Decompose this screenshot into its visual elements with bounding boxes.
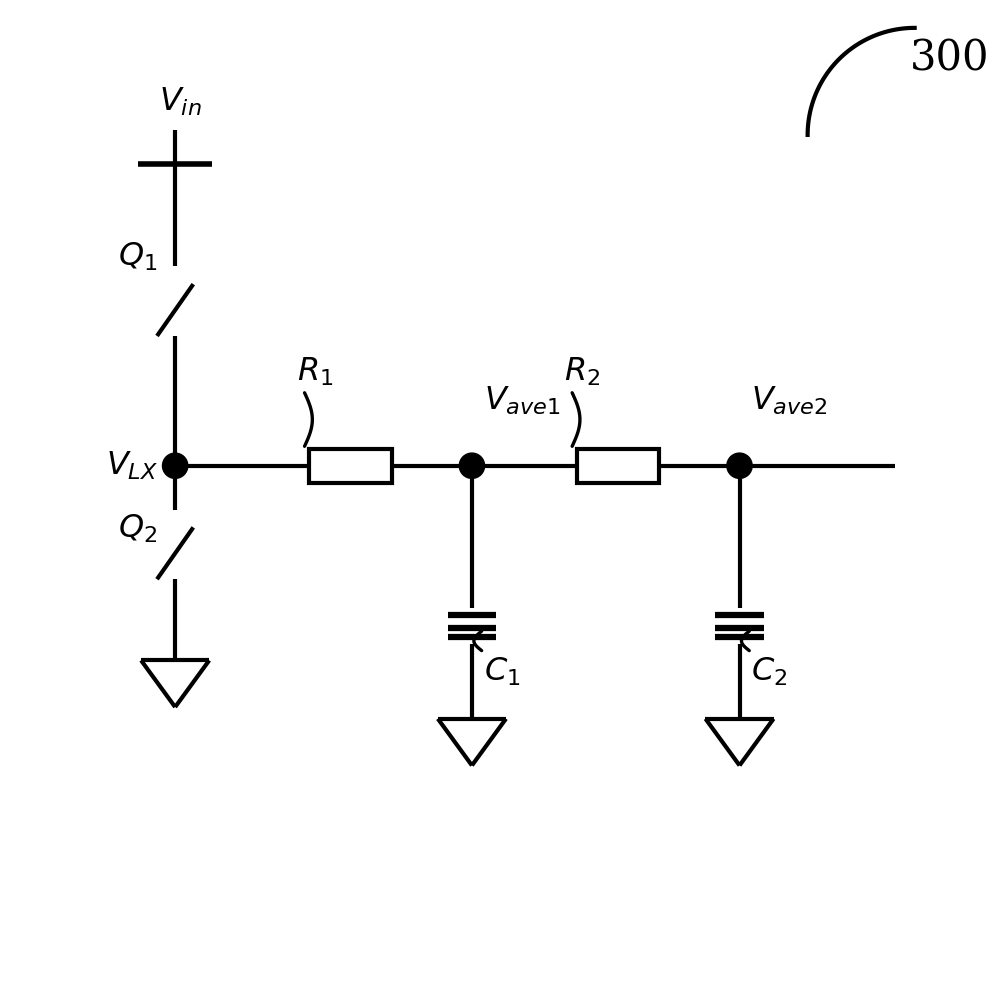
Bar bbox=[577, 449, 659, 483]
Text: $\mathit{R}_{1}$: $\mathit{R}_{1}$ bbox=[297, 356, 333, 388]
Text: $\mathit{V}_{LX}$: $\mathit{V}_{LX}$ bbox=[106, 449, 158, 482]
Text: $\mathit{C}_{2}$: $\mathit{C}_{2}$ bbox=[751, 655, 788, 688]
Text: $\mathit{V}_{ave1}$: $\mathit{V}_{ave1}$ bbox=[484, 385, 560, 417]
Circle shape bbox=[459, 453, 485, 479]
Bar bbox=[309, 449, 392, 483]
Text: $\mathit{V}_{in}$: $\mathit{V}_{in}$ bbox=[159, 86, 201, 118]
Circle shape bbox=[727, 453, 752, 479]
Text: $\mathit{C}_{1}$: $\mathit{C}_{1}$ bbox=[484, 655, 520, 688]
Text: $\mathit{Q}_{1}$: $\mathit{Q}_{1}$ bbox=[118, 240, 158, 273]
Text: $\mathit{R}_{2}$: $\mathit{R}_{2}$ bbox=[564, 356, 601, 388]
Text: $\mathit{V}_{ave2}$: $\mathit{V}_{ave2}$ bbox=[751, 385, 828, 417]
Text: $\mathit{Q}_{2}$: $\mathit{Q}_{2}$ bbox=[118, 513, 158, 545]
Circle shape bbox=[162, 453, 188, 479]
Text: 300: 300 bbox=[910, 37, 989, 80]
